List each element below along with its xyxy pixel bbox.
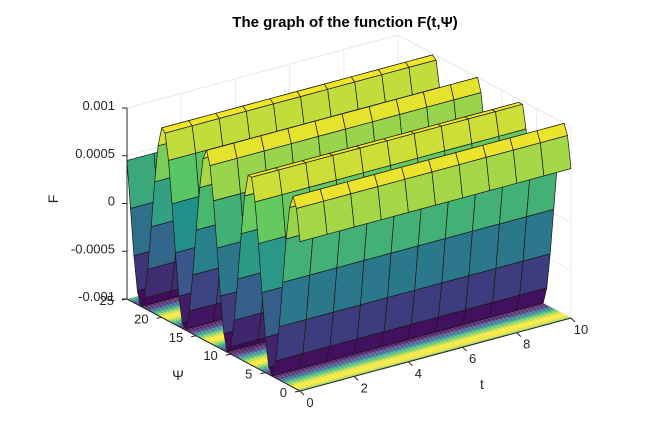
- contour-line: [283, 308, 555, 383]
- contour-line: [272, 302, 544, 377]
- surface-patch: [441, 230, 473, 284]
- y-tick-label: 15: [169, 330, 183, 345]
- contour-line: [277, 305, 549, 380]
- y-tick-mark: [294, 390, 301, 393]
- x-tick-label: 0: [306, 395, 313, 410]
- surface-patch: [387, 245, 419, 298]
- y-tick-label: 5: [245, 367, 252, 382]
- surface-patch: [512, 142, 545, 184]
- surface-patch: [468, 223, 500, 276]
- contour-line: [289, 311, 561, 386]
- axes-lines: [121, 107, 576, 396]
- z-tick-label: -0.001: [78, 289, 115, 304]
- contour-line: [287, 311, 559, 386]
- x-tick-mark: [408, 361, 413, 367]
- surface-patch: [305, 267, 338, 320]
- y-tick-mark: [260, 372, 266, 375]
- y-tick-mark: [225, 353, 231, 356]
- z-tick-label: 0.001: [82, 98, 115, 113]
- z-axis-label: F: [45, 195, 61, 204]
- x-tick-label: 8: [523, 337, 530, 352]
- surface-patch: [213, 193, 245, 249]
- x-axis-label: t: [480, 376, 484, 392]
- contour-line: [298, 316, 570, 391]
- contour-line: [292, 313, 564, 388]
- surface-patch: [522, 208, 555, 262]
- contour-line: [273, 303, 546, 378]
- z-tick-label: 0: [108, 194, 115, 209]
- y-tick-mark: [191, 335, 197, 338]
- y-tick-mark: [156, 316, 162, 319]
- surface-mesh: [126, 54, 572, 377]
- chart-title: The graph of the function F(t,Ψ): [232, 14, 457, 31]
- surface-patch: [333, 260, 365, 313]
- z-tick-label: -0.0005: [71, 241, 115, 256]
- x-tick-mark: [570, 317, 576, 323]
- contour-line: [275, 304, 547, 379]
- surface-patch: [350, 186, 382, 228]
- x-tick-label: 4: [415, 366, 422, 381]
- x-axis-line: [299, 317, 572, 392]
- contour-line: [281, 307, 553, 382]
- z-tick-label: 0.0005: [75, 146, 115, 161]
- contour-line: [284, 309, 556, 384]
- surface-patch: [485, 149, 518, 191]
- y-tick-label: 0: [280, 385, 287, 400]
- surface-patch: [168, 152, 200, 205]
- contour-line: [295, 315, 567, 390]
- x-tick-mark: [462, 346, 467, 352]
- surface-patch: [540, 135, 572, 177]
- y-tick-label: 10: [203, 348, 217, 363]
- contour-line: [280, 306, 552, 381]
- y-axis-label: Ψ: [172, 367, 184, 383]
- x-tick-label: 2: [361, 380, 368, 395]
- surface-patch: [323, 193, 355, 235]
- x-tick-label: 6: [469, 351, 476, 366]
- surface-patch: [360, 252, 392, 306]
- contour-line: [296, 315, 569, 390]
- surface-patch: [296, 200, 328, 242]
- y-tick-label: 20: [134, 311, 148, 326]
- contour-line: [278, 306, 550, 381]
- x-tick-label: 10: [574, 322, 588, 337]
- x-tick-mark: [299, 390, 305, 396]
- tick-labels: 0 2 4 6 8 10 0 5 10 15 20 25-0.001 -0.0005 0 0.0005 0.0…: [71, 98, 588, 410]
- x-tick-mark: [353, 376, 359, 381]
- surface-patch: [404, 171, 436, 213]
- y-tick-label: 25: [100, 293, 114, 308]
- surface-patch: [377, 178, 409, 221]
- surface-patch: [431, 164, 463, 206]
- contour-line: [293, 314, 566, 389]
- y-axis-line: [126, 298, 301, 392]
- x-tick-mark: [516, 332, 522, 337]
- surface-patch: [495, 216, 527, 269]
- surface-patch: [254, 194, 286, 245]
- contour-line: [286, 310, 558, 385]
- surface-patch: [458, 157, 491, 199]
- surface-patch: [278, 274, 311, 328]
- contour-line: [290, 312, 562, 387]
- surface-patch: [414, 238, 446, 291]
